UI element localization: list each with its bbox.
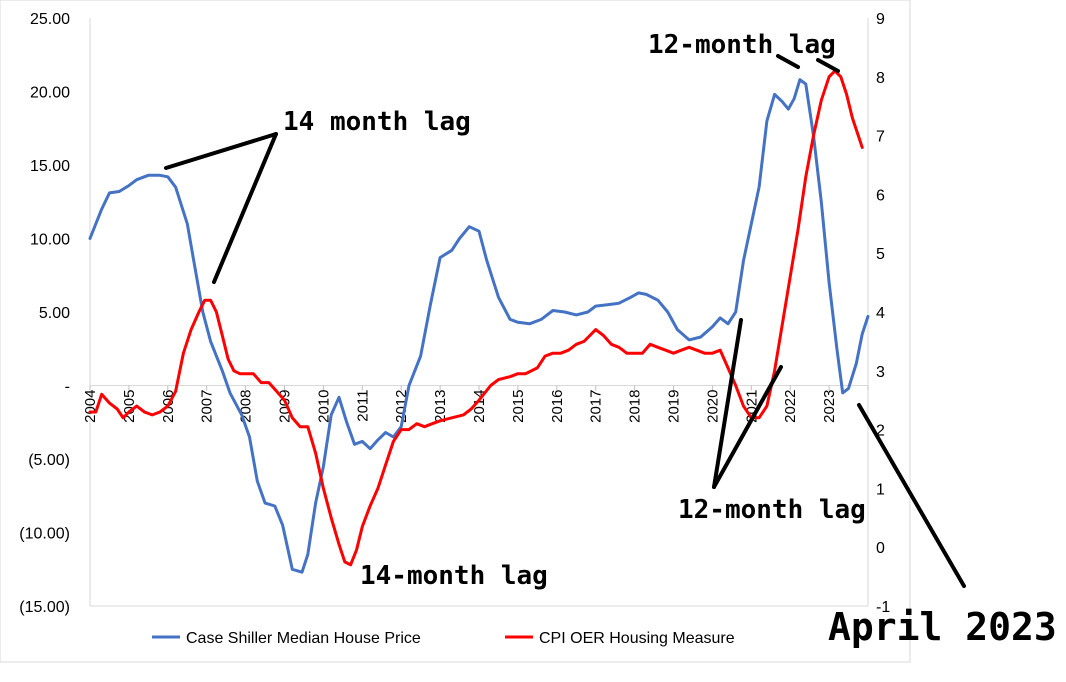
x-tick-label: 2011	[354, 390, 371, 422]
annotation-12-month-lag-bottom: 12-month lag	[678, 495, 866, 525]
annotation-april-2023: April 2023	[828, 605, 1057, 649]
y-left-tick-label: 25.00	[30, 11, 70, 28]
y-left-tick-label: 10.00	[30, 232, 70, 249]
x-tick-label: 2022	[782, 390, 799, 423]
x-tick-label: 2020	[704, 390, 721, 423]
x-tick-label: 2014	[471, 390, 488, 423]
pointer-12-month-lag-to-case-shiller	[712, 318, 743, 489]
x-tick-label: 2013	[432, 390, 449, 423]
pointer-14-month-lag-to-case-shiller	[164, 132, 278, 170]
legend-label-cpi-oer: CPI OER Housing Measure	[539, 630, 735, 647]
y-axis-left: 25.00 20.00 15.00 10.00 5.00 - (5.00) (10.00) (1…	[19, 11, 70, 616]
y-right-tick-label: 1	[876, 481, 885, 498]
y-right-tick-label: 4	[876, 305, 885, 322]
chart-area-border	[0, 0, 911, 663]
y-left-tick-label: (10.00)	[19, 526, 70, 543]
y-left-tick-label: 20.00	[30, 85, 70, 102]
y-right-tick-label: 9	[876, 11, 885, 28]
series-group	[88, 69, 870, 574]
x-tick-label: 2007	[199, 390, 216, 423]
annotation-14-month-lag-bottom: 14-month lag	[360, 561, 548, 591]
series-line-case-shiller	[88, 78, 870, 574]
x-tick-label: 2010	[315, 390, 332, 423]
x-tick-label: 2004	[82, 390, 99, 423]
x-tick-label: 2015	[510, 390, 527, 423]
y-left-tick-label: 15.00	[30, 158, 70, 175]
y-right-tick-label: 2	[876, 423, 885, 440]
x-tick-label: 2018	[627, 390, 644, 423]
pointer-april-2023	[857, 403, 966, 588]
legend: Case Shiller Median House Price CPI OER …	[152, 630, 735, 647]
pointer-12-month-lag-top-right	[816, 58, 840, 73]
annotation-pointers	[164, 54, 966, 588]
y-right-tick-label: 7	[876, 129, 885, 146]
grid	[89, 18, 869, 607]
y-right-tick-label: 6	[876, 187, 885, 204]
pointer-14-month-lag-to-cpi-oer	[212, 132, 278, 284]
y-right-tick-label: -1	[876, 599, 890, 616]
y-left-tick-label: -	[65, 379, 70, 396]
y-axis-right: 9 8 7 6 5 4 3 2 1 0 -1	[876, 11, 890, 616]
y-left-tick-label: (5.00)	[28, 452, 70, 469]
y-left-tick-label: 5.00	[39, 305, 70, 322]
x-tick-label: 2017	[588, 390, 605, 423]
pointer-12-month-lag-to-cpi-oer	[712, 365, 783, 489]
y-left-tick-label: (15.00)	[19, 599, 70, 616]
y-right-tick-label: 5	[876, 246, 885, 263]
y-right-tick-label: 8	[876, 70, 885, 87]
pointer-12-month-lag-top-left	[776, 54, 800, 69]
series-line-cpi-oer	[88, 69, 864, 567]
x-tick-label: 2016	[549, 390, 566, 423]
x-tick-label: 2008	[238, 390, 255, 423]
legend-label-case-shiller: Case Shiller Median House Price	[186, 630, 421, 647]
annotation-14-month-lag-top: 14 month lag	[283, 107, 471, 137]
y-right-tick-label: 0	[876, 540, 885, 557]
x-tick-label: 2019	[666, 390, 683, 423]
y-right-tick-label: 3	[876, 364, 885, 381]
x-tick-label: 2023	[821, 390, 838, 423]
annotation-12-month-lag-top: 12-month lag	[648, 30, 836, 60]
